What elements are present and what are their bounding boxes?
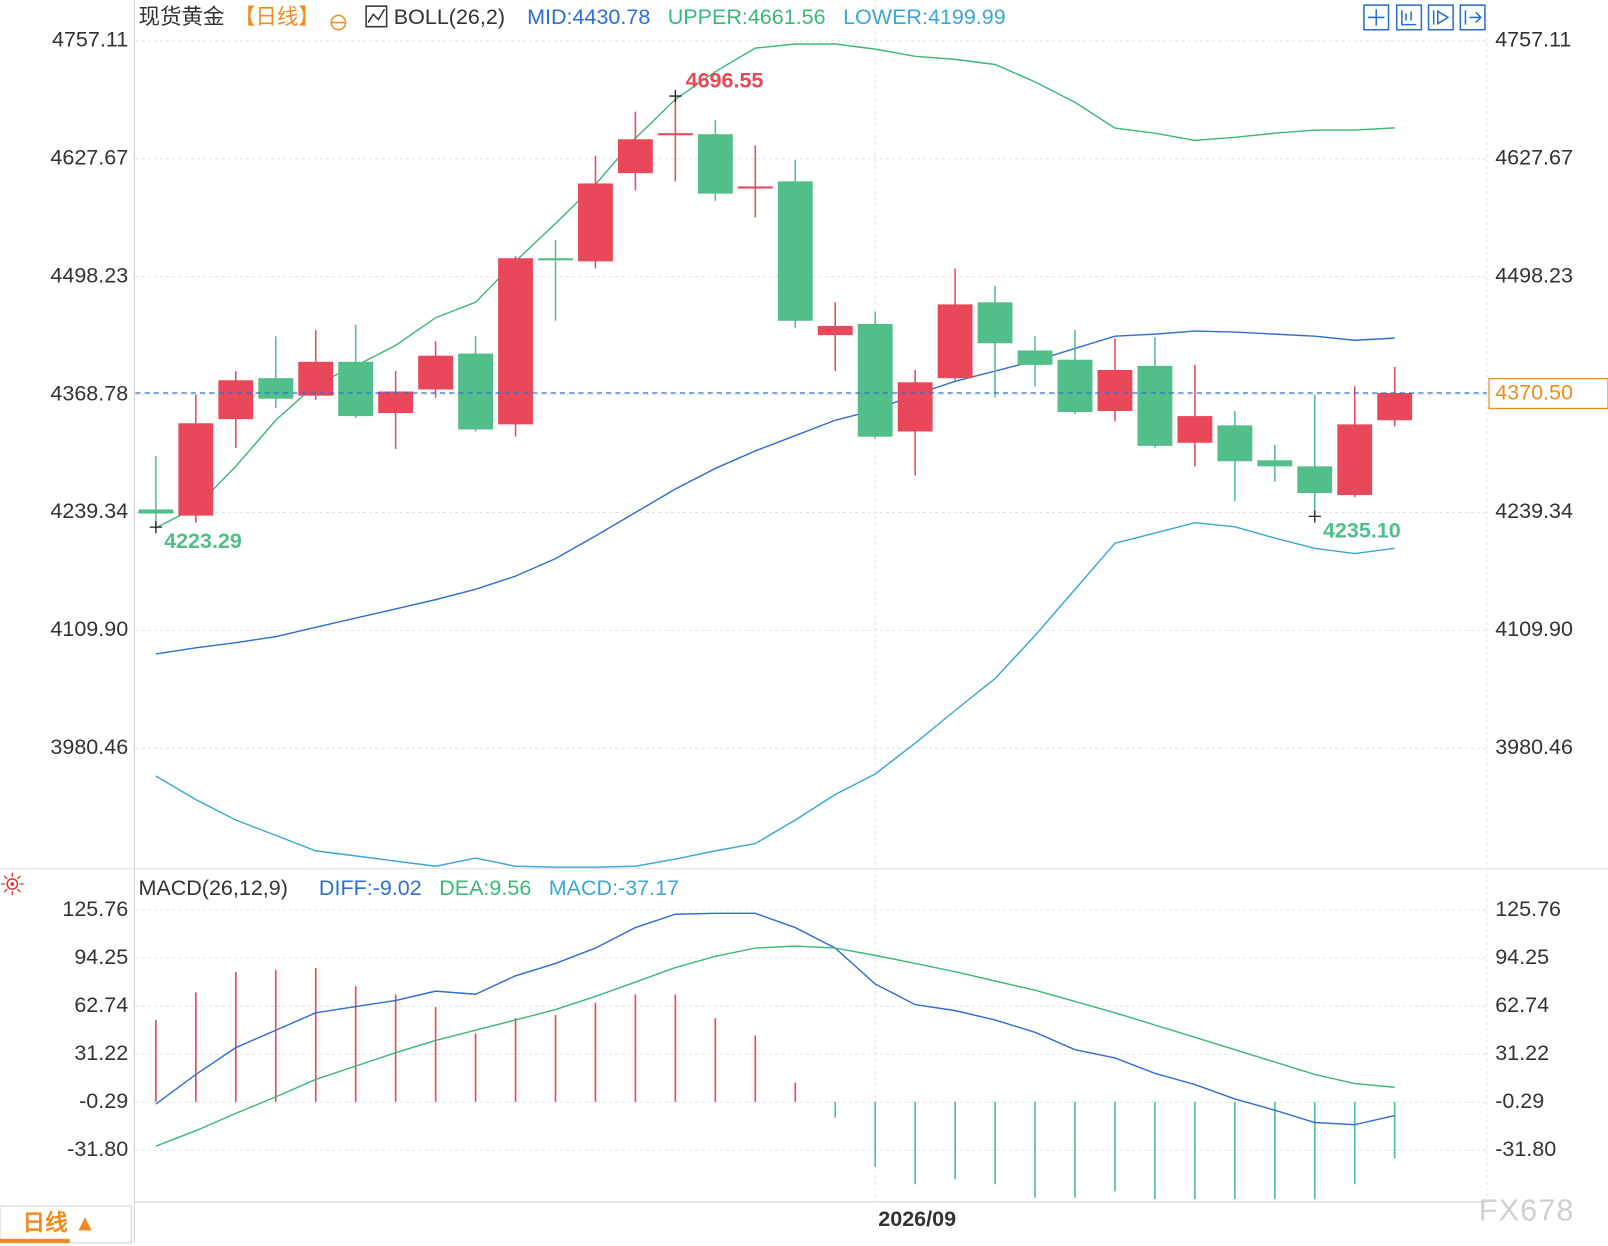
candle-body <box>578 183 613 262</box>
candle-body <box>1057 359 1093 413</box>
y-tick-label: 4627.67 <box>50 145 128 169</box>
extreme-label: 4235.10 <box>1323 518 1401 542</box>
extreme-label: 4696.55 <box>686 68 764 92</box>
candle-body <box>1097 369 1133 411</box>
y-tick-label: 4498.23 <box>50 263 128 287</box>
y-tick-label: 31.22 <box>74 1041 128 1065</box>
indicator-line <box>155 912 1395 1126</box>
y-tick-label: -31.80 <box>67 1137 128 1161</box>
candle-body <box>1337 424 1373 496</box>
y-tick-label-right: 4239.34 <box>1495 499 1573 523</box>
candle-body <box>817 325 853 336</box>
candle-body <box>418 355 454 390</box>
candle-body <box>1377 393 1413 421</box>
y-tick-label-right: -31.80 <box>1495 1137 1556 1161</box>
y-tick-label-right: 4627.67 <box>1495 145 1573 169</box>
y-tick-label-right: 4498.23 <box>1495 263 1573 287</box>
candle-body <box>298 361 334 396</box>
y-tick-label: 3980.46 <box>50 735 128 759</box>
legend-entry: LOWER:4199.99 <box>843 5 1006 29</box>
candle-body <box>378 391 414 414</box>
candle-body <box>178 423 214 516</box>
candle-body <box>258 378 294 399</box>
y-tick-label: 4109.90 <box>50 617 128 641</box>
y-tick-label: 4368.78 <box>50 381 128 405</box>
y-tick-label-right: 4109.90 <box>1495 617 1573 641</box>
candle-body <box>897 382 933 432</box>
indicator-line <box>155 945 1395 1147</box>
legend-entry: DIFF:-9.02 <box>319 876 422 900</box>
candle-body <box>937 304 973 379</box>
extreme-marker <box>669 89 682 103</box>
period-tab[interactable] <box>0 1205 132 1244</box>
candle-body <box>1017 350 1053 365</box>
y-tick-label: 4239.34 <box>50 499 128 523</box>
candle-body <box>657 133 693 136</box>
candle-body <box>338 361 374 417</box>
candle-body <box>857 323 893 437</box>
candle-body <box>697 134 733 194</box>
watermark: FX678 <box>1479 1192 1575 1227</box>
indicator-name: MACD(26,12,9) <box>138 876 287 900</box>
candle-body <box>498 258 533 425</box>
period-label: 【日线】 <box>234 5 320 29</box>
extreme-label: 4223.29 <box>164 529 242 553</box>
legend-entry: DEA:9.56 <box>439 876 531 900</box>
candle-body <box>977 302 1013 344</box>
candle-body <box>737 186 773 189</box>
indicator-name: BOLL(26,2) <box>394 5 505 29</box>
candle-body <box>1217 425 1253 462</box>
legend-entry: UPPER:4661.56 <box>668 5 826 29</box>
candle-body <box>1297 466 1333 494</box>
y-tick-label: 94.25 <box>74 945 128 969</box>
legend-entry: MACD:-37.17 <box>549 876 679 900</box>
legend-entry: MID:4430.78 <box>527 5 650 29</box>
extreme-marker <box>1308 510 1321 523</box>
chart-title: 现货黄金 <box>138 5 224 29</box>
tab-underline <box>0 1238 70 1243</box>
candle-body <box>1177 416 1213 443</box>
candle-body <box>458 353 494 430</box>
y-tick-label-right: 4757.11 <box>1495 28 1571 52</box>
extreme-marker <box>149 520 163 534</box>
last-price-box <box>1488 378 1608 410</box>
y-tick-label: 62.74 <box>74 993 128 1017</box>
y-tick-label: -0.29 <box>79 1089 128 1113</box>
last-price-label: 4370.50 <box>1495 381 1573 405</box>
candle-body <box>218 380 254 420</box>
candle-body <box>538 258 573 261</box>
indicator-line <box>155 521 1395 868</box>
y-tick-label-right: 94.25 <box>1495 945 1549 969</box>
y-tick-label-right: 125.76 <box>1495 897 1561 921</box>
candle-body <box>138 509 174 514</box>
indicator-icon <box>365 5 388 28</box>
y-tick-label: 125.76 <box>62 897 128 921</box>
y-tick-label-right: 3980.46 <box>1495 735 1573 759</box>
y-tick-label: 4757.11 <box>52 28 128 52</box>
x-tick-label: 2026/09 <box>878 1207 956 1231</box>
toolbar-button[interactable] <box>1427 4 1454 31</box>
toolbar-button[interactable] <box>1363 4 1390 31</box>
y-tick-label-right: 62.74 <box>1495 993 1549 1017</box>
candle-body <box>777 181 813 321</box>
candle-body <box>617 139 653 174</box>
y-tick-label-right: -0.29 <box>1495 1089 1544 1113</box>
candle-body <box>1257 460 1293 467</box>
toolbar-button[interactable] <box>1459 4 1486 31</box>
toolbar-button[interactable] <box>1395 4 1423 31</box>
indicator-line <box>155 330 1395 655</box>
y-tick-label-right: 31.22 <box>1495 1041 1549 1065</box>
macd-settings-icon[interactable] <box>1 872 24 896</box>
period-tab-label[interactable]: 日线 ▲ <box>23 1209 97 1235</box>
candle-body <box>1137 365 1173 446</box>
toolbar <box>1363 4 1486 31</box>
period-icon <box>330 14 347 31</box>
